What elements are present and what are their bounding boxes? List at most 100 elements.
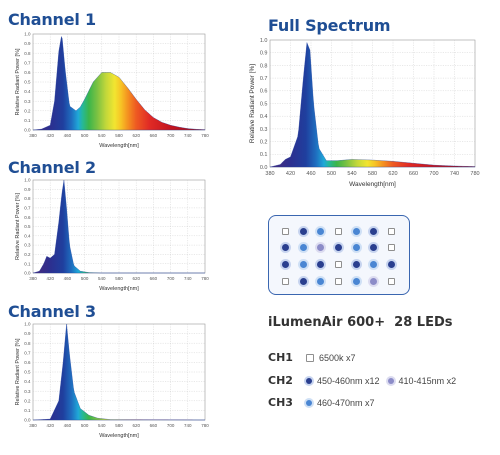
led-450-icon bbox=[365, 240, 383, 257]
x-tick-label: 740 bbox=[184, 133, 192, 138]
y-tick-label: 0.2 bbox=[24, 398, 31, 403]
y-tick-label: 0.0 bbox=[24, 271, 31, 276]
led-450-icon bbox=[330, 240, 348, 257]
legend-ch3: CH3 460-470nm x7 bbox=[268, 396, 383, 409]
led-6500k-icon bbox=[277, 223, 295, 240]
x-axis-label: Wavelength[nm] bbox=[99, 286, 139, 292]
led-460-icon bbox=[312, 273, 330, 290]
led-450-icon bbox=[295, 273, 313, 290]
x-tick-label: 660 bbox=[150, 133, 158, 138]
x-axis-label: Wavelength[nm] bbox=[99, 143, 139, 149]
x-tick-label: 540 bbox=[98, 276, 106, 281]
x-tick-label: 500 bbox=[81, 423, 89, 428]
led-450-icon bbox=[312, 256, 330, 273]
y-tick-label: 0.6 bbox=[24, 360, 31, 365]
y-tick-label: 0.6 bbox=[260, 89, 268, 95]
y-axis-label: Relative Radiant Power [%] bbox=[15, 48, 21, 115]
x-tick-label: 540 bbox=[98, 423, 106, 428]
x-tick-label: 780 bbox=[201, 276, 209, 281]
x-tick-label: 780 bbox=[201, 133, 209, 138]
y-tick-label: 0.6 bbox=[24, 215, 31, 220]
legend-ch1-item: 6500k x7 bbox=[319, 352, 356, 363]
led-450-icon bbox=[277, 240, 295, 257]
led-460-icon bbox=[295, 240, 313, 257]
y-tick-label: 0.0 bbox=[24, 418, 31, 423]
y-tick-label: 0.8 bbox=[24, 341, 31, 346]
y-tick-label: 0.1 bbox=[24, 118, 31, 123]
y-tick-label: 0.0 bbox=[24, 128, 31, 133]
x-tick-label: 700 bbox=[167, 276, 175, 281]
y-tick-label: 0.0 bbox=[260, 165, 268, 171]
y-tick-label: 0.8 bbox=[24, 196, 31, 201]
led-grid bbox=[277, 223, 400, 289]
x-tick-label: 620 bbox=[132, 276, 140, 281]
y-tick-label: 0.9 bbox=[24, 331, 31, 336]
y-tick-label: 0.2 bbox=[260, 140, 268, 146]
channel-1-title: Channel 1 bbox=[8, 10, 96, 29]
legend-ch1: CH1 6500k x7 bbox=[268, 351, 364, 364]
y-tick-label: 0.1 bbox=[24, 261, 31, 266]
legend-ch2-item: 450-460nm x12 bbox=[317, 375, 380, 386]
legend-ch2-label: CH2 bbox=[268, 374, 293, 387]
y-tick-label: 0.3 bbox=[24, 243, 31, 248]
led-460-icon bbox=[347, 273, 365, 290]
x-tick-label: 540 bbox=[98, 133, 106, 138]
led-6500k-icon bbox=[330, 223, 348, 240]
x-axis-label: Wavelength[nm] bbox=[99, 433, 139, 439]
y-tick-label: 1.0 bbox=[24, 32, 31, 37]
x-tick-label: 740 bbox=[450, 171, 459, 177]
led-6500k-icon bbox=[383, 273, 401, 290]
x-tick-label: 540 bbox=[347, 171, 356, 177]
y-tick-label: 0.6 bbox=[24, 70, 31, 75]
x-tick-label: 740 bbox=[184, 423, 192, 428]
x-tick-label: 660 bbox=[150, 423, 158, 428]
spectrum-series bbox=[32, 323, 205, 421]
led-6500k-icon bbox=[277, 273, 295, 290]
channel-3-title: Channel 3 bbox=[8, 302, 96, 321]
x-tick-label: 780 bbox=[201, 423, 209, 428]
y-tick-label: 0.1 bbox=[260, 152, 268, 158]
x-axis-label: Wavelength[nm] bbox=[349, 181, 396, 188]
y-tick-label: 0.3 bbox=[24, 389, 31, 394]
y-tick-label: 0.7 bbox=[24, 60, 31, 65]
led-460-icon bbox=[295, 256, 313, 273]
y-tick-label: 0.2 bbox=[24, 252, 31, 257]
x-tick-label: 580 bbox=[115, 276, 123, 281]
x-tick-label: 380 bbox=[29, 276, 37, 281]
led-layout-panel bbox=[268, 215, 410, 295]
x-tick-label: 500 bbox=[81, 276, 89, 281]
x-tick-label: 660 bbox=[150, 276, 158, 281]
x-tick-label: 620 bbox=[388, 171, 397, 177]
x-tick-label: 700 bbox=[429, 171, 438, 177]
led-460-icon bbox=[347, 223, 365, 240]
y-tick-label: 0.7 bbox=[24, 205, 31, 210]
royal-blue-led-swatch-icon bbox=[306, 377, 312, 384]
channel-2-chart: 380 420 460 500 540 580 620 660 700 740 780 0.0 0.1 0… bbox=[15, 178, 210, 298]
y-tick-label: 0.4 bbox=[24, 89, 31, 94]
y-tick-label: 0.9 bbox=[24, 41, 31, 46]
x-tick-label: 380 bbox=[265, 171, 274, 177]
product-title: iLumenAir 600+ 28 LEDs bbox=[268, 315, 452, 330]
x-tick-label: 620 bbox=[132, 423, 140, 428]
x-tick-label: 580 bbox=[368, 171, 377, 177]
led-450-icon bbox=[383, 256, 401, 273]
y-tick-label: 0.8 bbox=[260, 63, 268, 69]
led-460-icon bbox=[347, 240, 365, 257]
x-tick-label: 460 bbox=[64, 276, 72, 281]
led-450-icon bbox=[277, 256, 295, 273]
y-tick-label: 1.0 bbox=[24, 322, 31, 327]
spectrum-series bbox=[269, 42, 476, 168]
channel-1-chart: 380 420 460 500 540 580 620 660 700 740 780 0.0 0.1 0… bbox=[15, 32, 210, 152]
legend-ch2-item2: 410-415nm x2 bbox=[398, 375, 457, 386]
x-tick-label: 460 bbox=[306, 171, 315, 177]
x-tick-label: 380 bbox=[29, 423, 37, 428]
product-name: iLumenAir 600+ bbox=[268, 315, 386, 330]
x-tick-label: 420 bbox=[46, 133, 54, 138]
legend-ch2: CH2 450-460nm x12 410-415nm x2 bbox=[268, 374, 464, 387]
x-tick-label: 660 bbox=[409, 171, 418, 177]
x-tick-label: 700 bbox=[167, 133, 175, 138]
y-tick-label: 1.0 bbox=[24, 178, 31, 183]
y-tick-label: 0.5 bbox=[24, 80, 31, 85]
led-6500k-icon bbox=[330, 273, 348, 290]
led-460-icon bbox=[365, 256, 383, 273]
